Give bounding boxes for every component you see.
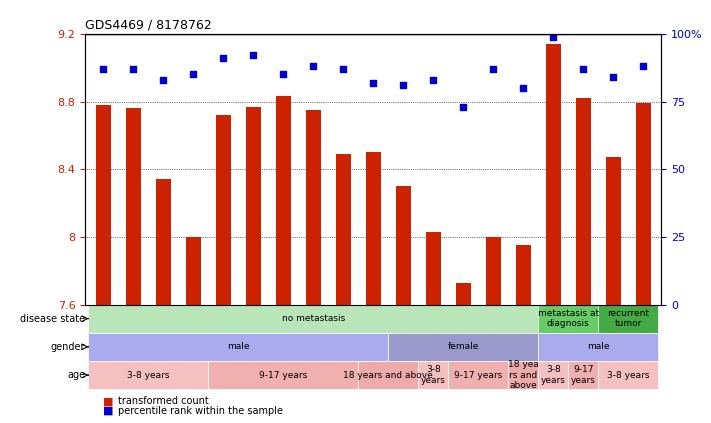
Bar <box>636 103 651 305</box>
Text: 18 yea
rs and
above: 18 yea rs and above <box>508 360 539 390</box>
Text: metastasis at
diagnosis: metastasis at diagnosis <box>538 309 599 328</box>
Text: 3-8
years: 3-8 years <box>541 365 566 385</box>
Point <box>638 63 649 70</box>
Text: 3-8 years: 3-8 years <box>127 371 169 379</box>
Text: gender: gender <box>50 342 85 352</box>
Bar <box>336 154 351 305</box>
Point <box>488 66 499 72</box>
Text: 9-17
years: 9-17 years <box>571 365 596 385</box>
FancyBboxPatch shape <box>538 361 568 389</box>
FancyBboxPatch shape <box>88 361 208 389</box>
FancyBboxPatch shape <box>538 333 658 361</box>
Bar <box>426 232 441 305</box>
Point <box>218 55 229 62</box>
Bar <box>96 105 111 305</box>
FancyBboxPatch shape <box>418 361 448 389</box>
Point <box>397 82 409 89</box>
Point <box>97 66 109 72</box>
Text: transformed count: transformed count <box>118 396 209 406</box>
Bar <box>365 152 381 305</box>
Point <box>277 71 289 78</box>
Bar <box>216 115 231 305</box>
Bar <box>606 157 621 305</box>
Point <box>247 52 259 59</box>
Bar <box>276 96 291 305</box>
Point <box>577 66 589 72</box>
Point <box>188 71 199 78</box>
Bar <box>515 245 530 305</box>
Point <box>338 66 349 72</box>
FancyBboxPatch shape <box>598 305 658 333</box>
Bar <box>246 107 261 305</box>
Text: ■: ■ <box>103 396 114 406</box>
Text: disease state: disease state <box>20 314 85 324</box>
Text: 9-17 years: 9-17 years <box>260 371 307 379</box>
Point <box>458 104 469 110</box>
Text: 9-17 years: 9-17 years <box>454 371 503 379</box>
FancyBboxPatch shape <box>448 361 508 389</box>
Bar <box>486 237 501 305</box>
FancyBboxPatch shape <box>598 361 658 389</box>
Point <box>368 79 379 86</box>
Text: percentile rank within the sample: percentile rank within the sample <box>118 406 283 416</box>
Point <box>427 77 439 83</box>
Point <box>547 33 559 40</box>
Bar <box>546 44 561 305</box>
Bar <box>186 237 201 305</box>
Text: ■: ■ <box>103 406 114 416</box>
Text: 18 years and above: 18 years and above <box>343 371 433 379</box>
FancyBboxPatch shape <box>208 361 358 389</box>
Text: recurrent
tumor: recurrent tumor <box>607 309 649 328</box>
Bar <box>576 98 591 305</box>
FancyBboxPatch shape <box>568 361 598 389</box>
Text: 3-8
years: 3-8 years <box>421 365 446 385</box>
FancyBboxPatch shape <box>358 361 418 389</box>
Text: female: female <box>447 342 479 352</box>
FancyBboxPatch shape <box>508 361 538 389</box>
Point <box>158 77 169 83</box>
Point <box>607 74 619 80</box>
Bar <box>156 179 171 305</box>
Bar <box>456 283 471 305</box>
FancyBboxPatch shape <box>88 333 388 361</box>
Text: GDS4469 / 8178762: GDS4469 / 8178762 <box>85 18 212 31</box>
Text: age: age <box>68 370 85 380</box>
FancyBboxPatch shape <box>388 333 538 361</box>
Bar <box>126 108 141 305</box>
Point <box>518 85 529 91</box>
Text: male: male <box>587 342 609 352</box>
Point <box>308 63 319 70</box>
Text: 3-8 years: 3-8 years <box>607 371 649 379</box>
Bar <box>306 110 321 305</box>
FancyBboxPatch shape <box>88 305 538 333</box>
Text: male: male <box>227 342 250 352</box>
Point <box>128 66 139 72</box>
Text: no metastasis: no metastasis <box>282 314 345 323</box>
FancyBboxPatch shape <box>538 305 598 333</box>
Bar <box>396 186 411 305</box>
